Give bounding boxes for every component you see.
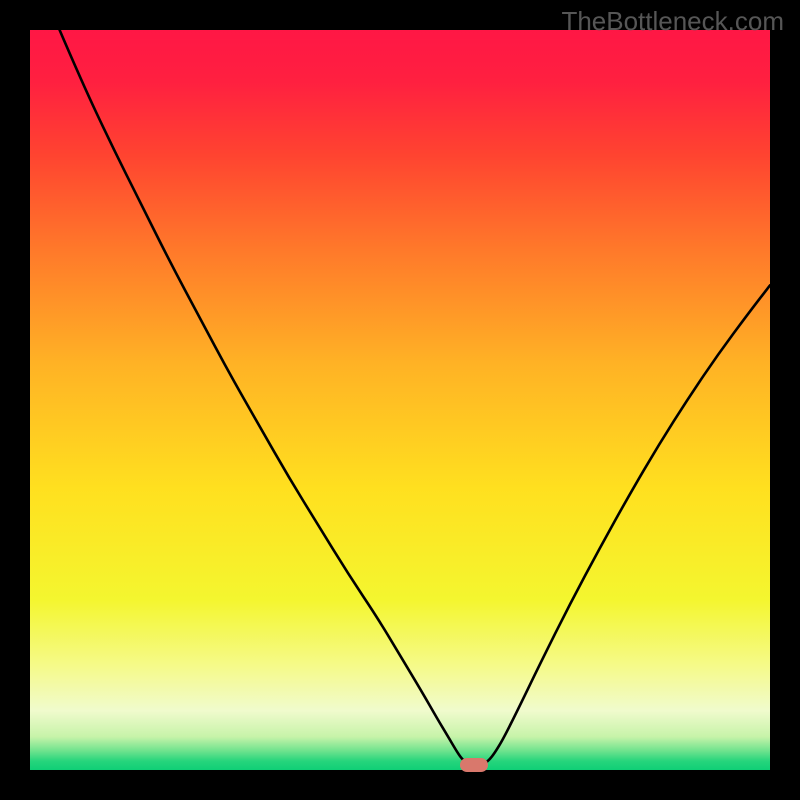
gradient-background — [30, 30, 770, 770]
plot-svg — [30, 30, 770, 770]
plot-area — [30, 30, 770, 770]
watermark-text: TheBottleneck.com — [561, 6, 784, 37]
optimum-marker — [460, 758, 488, 772]
